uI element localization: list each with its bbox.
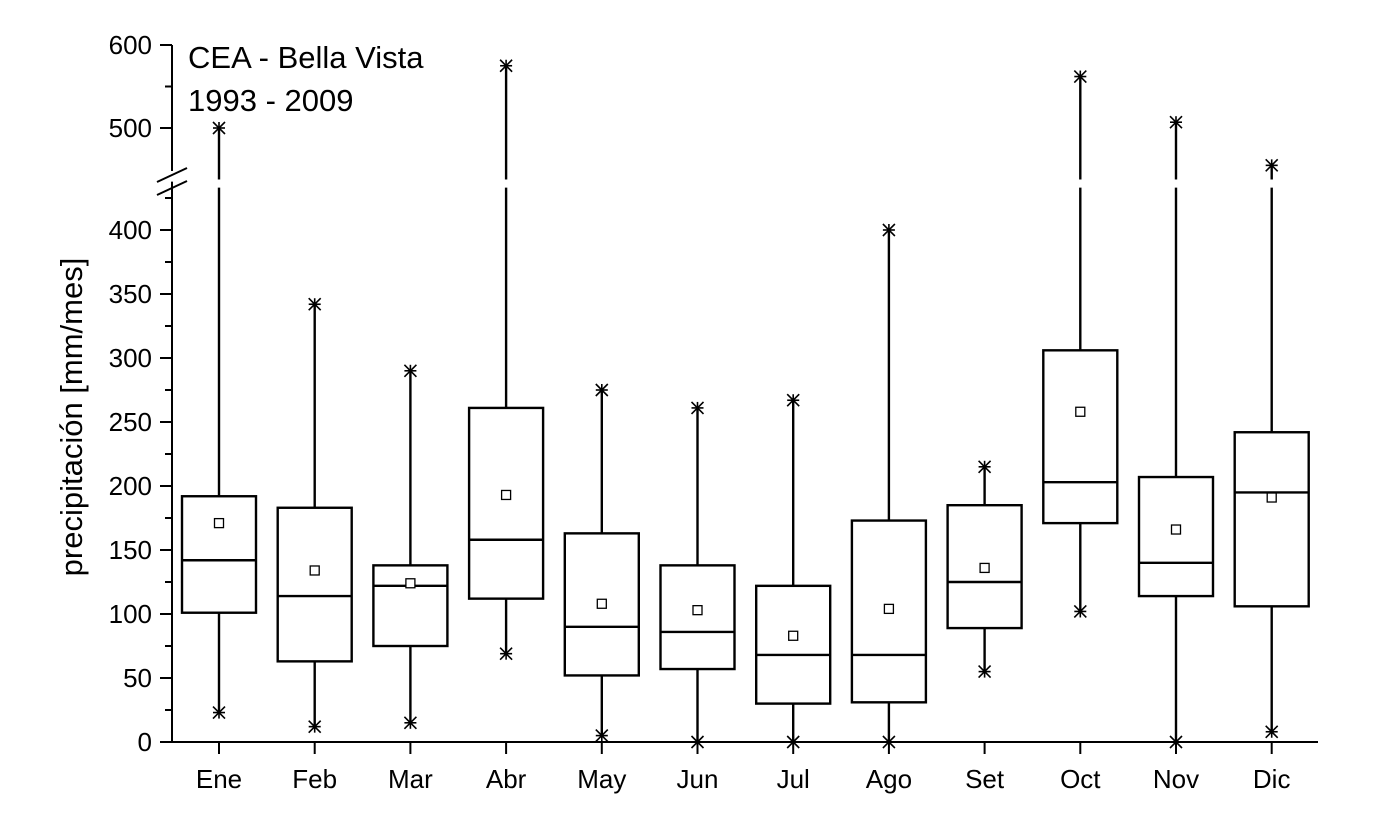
whisker-extreme-marker xyxy=(786,735,800,749)
y-tick-label: 200 xyxy=(109,471,152,501)
y-tick-label: 400 xyxy=(109,215,152,245)
y-axis-break-mark xyxy=(156,180,188,196)
x-tick-label: Dic xyxy=(1253,764,1291,794)
iqr-box xyxy=(1042,349,1119,525)
y-tick-label: 100 xyxy=(109,599,152,629)
mean-marker xyxy=(883,603,895,615)
mean-marker xyxy=(979,562,990,574)
whisker-extreme-marker xyxy=(308,720,322,734)
whisker-extreme-marker xyxy=(1169,735,1183,749)
mean-marker xyxy=(692,605,703,616)
iqr-box xyxy=(659,564,736,671)
y-tick-label: 600 xyxy=(109,30,152,60)
x-tick-label: Oct xyxy=(1060,764,1101,794)
iqr-box xyxy=(1137,475,1215,598)
y-tick-label: 50 xyxy=(123,663,152,693)
box-ene xyxy=(180,121,258,720)
whisker-extreme-marker xyxy=(1169,115,1183,129)
y-tick-label: 0 xyxy=(138,727,152,757)
whisker-extreme-marker xyxy=(690,735,705,749)
whisker-extreme-marker xyxy=(882,223,896,237)
iqr-box xyxy=(755,584,832,705)
x-tick-label: Ene xyxy=(196,764,242,794)
x-tick-label: May xyxy=(577,764,626,794)
whisker-extreme-marker xyxy=(978,665,992,679)
iqr-box xyxy=(467,406,545,600)
whisker-extreme-marker xyxy=(882,735,896,749)
box-ago xyxy=(850,223,928,749)
box-jun xyxy=(659,401,736,749)
chart-title-line-2: 1993 - 2009 xyxy=(188,83,353,118)
y-axis-break-mark xyxy=(156,167,188,183)
mean-marker xyxy=(405,578,416,589)
mean-marker xyxy=(309,565,320,576)
iqr-box xyxy=(180,495,258,614)
mean-marker xyxy=(596,598,607,609)
x-tick-label: Jul xyxy=(777,764,810,794)
iqr-box xyxy=(276,506,353,663)
whisker-extreme-marker xyxy=(786,393,800,407)
x-tick-label: Set xyxy=(965,764,1005,794)
y-tick-label: 250 xyxy=(109,407,152,437)
whisker-extreme-marker xyxy=(212,705,226,720)
mean-marker xyxy=(788,630,799,641)
y-tick-label: 500 xyxy=(109,113,152,143)
whisker-extreme-marker xyxy=(595,383,609,397)
whisker-extreme-marker xyxy=(499,647,513,661)
mean-marker xyxy=(1170,524,1182,535)
x-tick-label: Nov xyxy=(1153,764,1199,794)
whisker-extreme-marker xyxy=(1265,158,1279,172)
y-tick-label: 350 xyxy=(109,279,152,309)
whisker-extreme-marker xyxy=(403,716,417,730)
whisker-extreme-marker xyxy=(690,401,705,415)
box-nov xyxy=(1137,115,1215,749)
mean-marker xyxy=(500,489,512,501)
whisker-extreme-marker xyxy=(403,364,417,378)
y-tick-label: 300 xyxy=(109,343,152,373)
iqr-box xyxy=(372,564,449,648)
box-set xyxy=(946,460,1023,679)
box-feb xyxy=(276,297,353,734)
mean-marker xyxy=(1075,406,1086,417)
box-dic xyxy=(1233,158,1310,739)
box-oct xyxy=(1042,69,1119,619)
y-axis-label: precipitación [mm/mes] xyxy=(54,258,89,577)
whisker-extreme-marker xyxy=(1073,604,1087,619)
iqr-box xyxy=(1233,431,1310,608)
box-may xyxy=(563,383,640,743)
x-tick-label: Abr xyxy=(486,764,527,794)
mean-marker xyxy=(213,517,225,529)
whisker-extreme-marker xyxy=(499,59,513,73)
whisker-extreme-marker xyxy=(212,121,226,135)
box-abr xyxy=(467,59,545,661)
whisker-extreme-marker xyxy=(978,460,992,474)
x-tick-label: Ago xyxy=(866,764,912,794)
x-tick-label: Jun xyxy=(677,764,719,794)
whisker-extreme-marker xyxy=(308,297,322,311)
x-tick-label: Mar xyxy=(388,764,433,794)
chart-title-line-1: CEA - Bella Vista xyxy=(188,40,424,75)
mean-marker xyxy=(1266,492,1277,503)
whisker-extreme-marker xyxy=(595,729,609,743)
box-mar xyxy=(372,364,449,730)
x-tick-label: Feb xyxy=(292,764,337,794)
whisker-extreme-marker xyxy=(1073,69,1087,84)
whisker-extreme-marker xyxy=(1265,725,1279,739)
y-tick-label: 150 xyxy=(109,535,152,565)
box-jul xyxy=(755,393,832,749)
